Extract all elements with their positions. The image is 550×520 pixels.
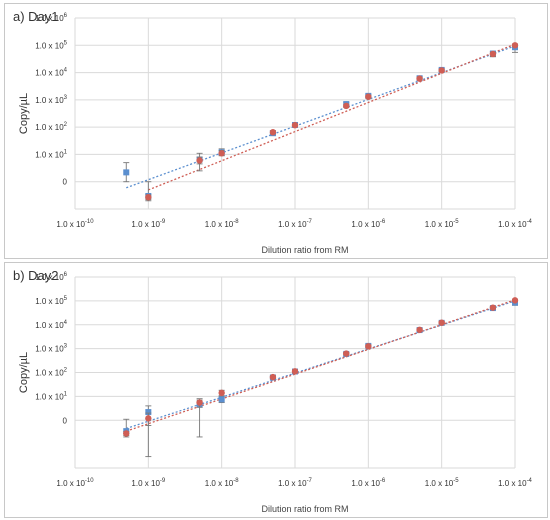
x-axis-label: Dilution ratio from RM — [261, 245, 348, 255]
chart-day1-svg: a) Day1 0 1.0 x 101 1.0 x 102 1.0 x 103 1.0 x… — [13, 9, 533, 255]
data-point — [511, 42, 519, 49]
y-tick-label: 0 — [63, 178, 68, 187]
series-2 — [145, 42, 519, 201]
data-point — [438, 67, 445, 74]
x-tick-label: 1.0 x 10-7 — [278, 478, 312, 488]
y-tick-label: 1.0 x 103 — [35, 344, 67, 354]
data-point — [145, 415, 152, 422]
data-point — [489, 304, 497, 311]
data-point — [218, 389, 225, 397]
data-point — [365, 343, 372, 350]
data-point — [291, 121, 299, 129]
y-tick-label: 1.0 x 104 — [35, 68, 67, 78]
y-tick-label: 1.0 x 105 — [35, 296, 67, 306]
y-tick-label: 0 — [63, 416, 68, 425]
data-point — [123, 430, 130, 437]
x-tick-label: 1.0 x 10-8 — [205, 478, 239, 488]
data-point — [269, 373, 277, 381]
data-point — [269, 129, 277, 136]
data-point — [489, 50, 497, 58]
x-tick-label: 1.0 x 10-8 — [205, 219, 239, 229]
data-point — [416, 326, 423, 334]
data-point — [291, 368, 299, 375]
data-point — [218, 396, 225, 403]
x-tick-label: 1.0 x 10-7 — [278, 219, 312, 229]
x-tick-label: 1.0 x 10-10 — [56, 478, 94, 488]
data-point — [218, 150, 225, 157]
data-point — [438, 319, 445, 326]
y-tick-label: 1.0 x 104 — [35, 320, 67, 330]
x-tick-label: 1.0 x 10-4 — [498, 219, 532, 229]
trend-line — [126, 299, 516, 432]
chart-panel-day2: b) Day2 0 1.0 x 101 1.0 x 102 1.0 x 103 1.0 x… — [4, 262, 548, 518]
y-axis-label: Copy/µL — [18, 352, 30, 393]
series-1 — [123, 299, 518, 458]
x-tick-label: 1.0 x 10-5 — [425, 478, 459, 488]
data-point — [511, 297, 519, 304]
y-tick-label: 1.0 x 105 — [35, 40, 67, 50]
data-point — [365, 93, 372, 100]
y-tick-label: 1.0 x 106 — [35, 272, 67, 282]
x-tick-label: 1.0 x 10-10 — [56, 219, 94, 229]
x-tick-label: 1.0 x 10-9 — [131, 478, 165, 488]
y-tick-label: 1.0 x 101 — [35, 391, 67, 401]
trend-line — [126, 45, 516, 189]
data-point — [196, 399, 203, 406]
x-tick-label: 1.0 x 10-6 — [351, 478, 385, 488]
x-tick-label: 1.0 x 10-9 — [131, 219, 165, 229]
data-point — [416, 75, 423, 82]
grid — [74, 17, 516, 210]
data-point — [196, 157, 203, 164]
y-tick-label: 1.0 x 101 — [35, 149, 67, 159]
y-axis-label: Copy/µL — [18, 93, 30, 134]
x-tick-label: 1.0 x 10-4 — [498, 478, 532, 488]
data-point — [343, 102, 350, 110]
series-2 — [123, 297, 519, 437]
x-tick-label: 1.0 x 10-6 — [351, 219, 385, 229]
y-tick-label: 1.0 x 103 — [35, 95, 67, 105]
x-tick-label: 1.0 x 10-5 — [425, 219, 459, 229]
chart-panel-day1: a) Day1 0 1.0 x 101 1.0 x 102 1.0 x 103 1.0 x… — [4, 3, 548, 259]
series-1 — [123, 43, 518, 202]
x-axis-label: Dilution ratio from RM — [261, 504, 348, 514]
trend-line — [148, 43, 516, 191]
data-point — [343, 350, 350, 357]
panel-label: b) Day2 — [13, 268, 59, 283]
panel-label: a) Day1 — [13, 9, 59, 24]
data-point — [123, 169, 130, 176]
chart-day2-svg: b) Day2 0 1.0 x 101 1.0 x 102 1.0 x 103 1.0 x… — [13, 268, 533, 514]
y-tick-label: 1.0 x 102 — [35, 368, 67, 378]
data-point — [145, 194, 152, 201]
y-tick-label: 1.0 x 102 — [35, 122, 67, 132]
y-tick-label: 1.0 x 106 — [35, 13, 67, 23]
data-point — [145, 409, 152, 416]
